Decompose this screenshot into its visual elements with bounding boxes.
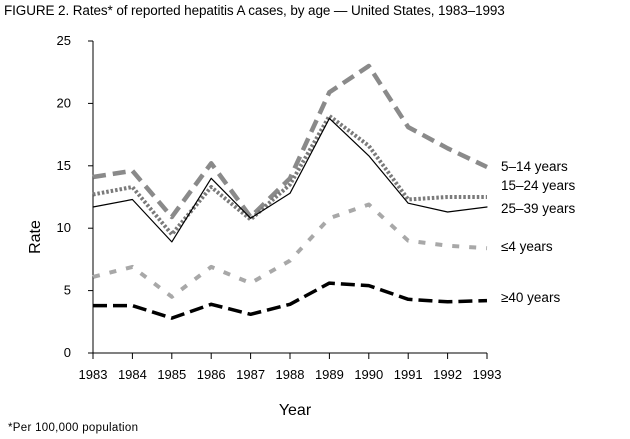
x-tick-label: 1993	[473, 367, 502, 382]
y-tick-label: 5	[64, 283, 71, 298]
x-tick-label: 1984	[118, 367, 147, 382]
series-labels: 5–14 years 15–24 years 25–39 years ≤4 years…	[501, 159, 576, 305]
series-label-4: ≥40 years	[501, 290, 560, 305]
series-line-3	[92, 202, 488, 299]
series-layer	[92, 63, 488, 320]
y-tick-label: 0	[64, 345, 71, 360]
series-line-1	[92, 113, 487, 237]
x-tick-label: 1990	[354, 367, 383, 382]
series-label-3: ≤4 years	[501, 239, 553, 254]
y-axis-title: Rate	[27, 220, 44, 254]
x-tick-label: 1985	[157, 367, 186, 382]
footnote: *Per 100,000 population	[8, 422, 139, 434]
x-tick-label: 1988	[276, 367, 305, 382]
series-line-2	[92, 117, 488, 243]
x-tick-label: 1987	[236, 367, 265, 382]
axes: 0 5 10 15 20 25 1983 1984 1985 1986 1987 1988 1989 19…	[57, 33, 502, 382]
series-label-0: 5–14 years	[501, 159, 568, 174]
y-tick-label: 15	[57, 158, 71, 173]
y-tick-label: 25	[57, 33, 71, 48]
x-axis-title: Year	[279, 402, 312, 419]
y-tick-label: 20	[57, 95, 71, 110]
x-tick-label: 1991	[394, 367, 423, 382]
series-line-4	[93, 281, 488, 320]
series-label-2: 25–39 years	[501, 201, 576, 216]
x-tick-label: 1983	[79, 367, 108, 382]
x-tick-label: 1989	[315, 367, 344, 382]
x-tick-label: 1992	[433, 367, 462, 382]
series-label-1: 15–24 years	[501, 178, 576, 193]
series-line-0	[92, 63, 488, 220]
x-tick-label: 1986	[197, 367, 226, 382]
figure-title: FIGURE 2. Rates* of reported hepatitis A…	[4, 3, 505, 18]
y-tick-label: 10	[57, 220, 71, 235]
